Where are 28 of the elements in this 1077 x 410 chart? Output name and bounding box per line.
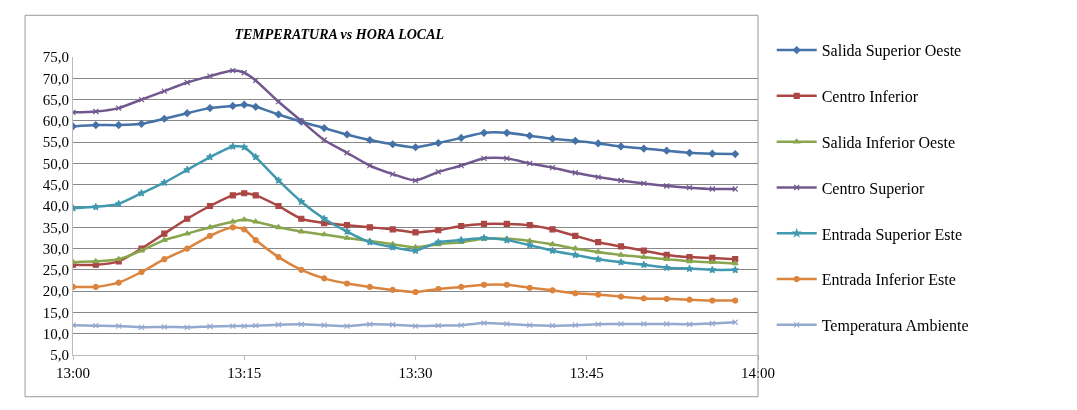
y-tick-label: 25,0 xyxy=(42,262,69,279)
legend-label: Centro Inferior xyxy=(821,88,919,106)
legend-label: Centro Superior xyxy=(821,179,926,198)
legend-label: Temperatura Ambiente xyxy=(821,317,969,336)
y-tick-label: 10,0 xyxy=(42,325,69,342)
x-tick-label: 13:45 xyxy=(569,365,604,381)
y-tick-label: 60,0 xyxy=(42,113,69,130)
legend-label: Salida Inferior Oeste xyxy=(821,133,955,151)
y-tick-label: 65,0 xyxy=(42,91,69,108)
y-tick-label: 45,0 xyxy=(42,176,69,193)
x-tick-label: 13:15 xyxy=(227,365,262,381)
y-tick-label: 50,0 xyxy=(42,155,69,172)
y-tick-label: 55,0 xyxy=(42,134,69,151)
legend-label: Salida Superior Oeste xyxy=(821,42,962,61)
legend-label: Entrada Superior Este xyxy=(821,225,963,244)
chart-title: TEMPERATURA vs HORA LOCAL xyxy=(234,26,445,42)
x-tick-label: 13:30 xyxy=(398,365,433,381)
y-tick-label: 35,0 xyxy=(42,219,69,236)
y-tick-label: 40,0 xyxy=(42,198,69,215)
y-tick-label: 20,0 xyxy=(42,283,69,300)
y-tick-label: 5,0 xyxy=(50,347,69,364)
y-tick-label: 15,0 xyxy=(42,304,69,321)
x-tick-label: 13:00 xyxy=(55,365,91,381)
y-tick-label: 75,0 xyxy=(42,49,69,66)
y-tick-label: 30,0 xyxy=(42,240,69,257)
legend-label: Entrada Inferior Este xyxy=(821,271,956,289)
x-tick-label: 14:00 xyxy=(740,365,776,381)
y-tick-label: 70,0 xyxy=(42,70,69,87)
